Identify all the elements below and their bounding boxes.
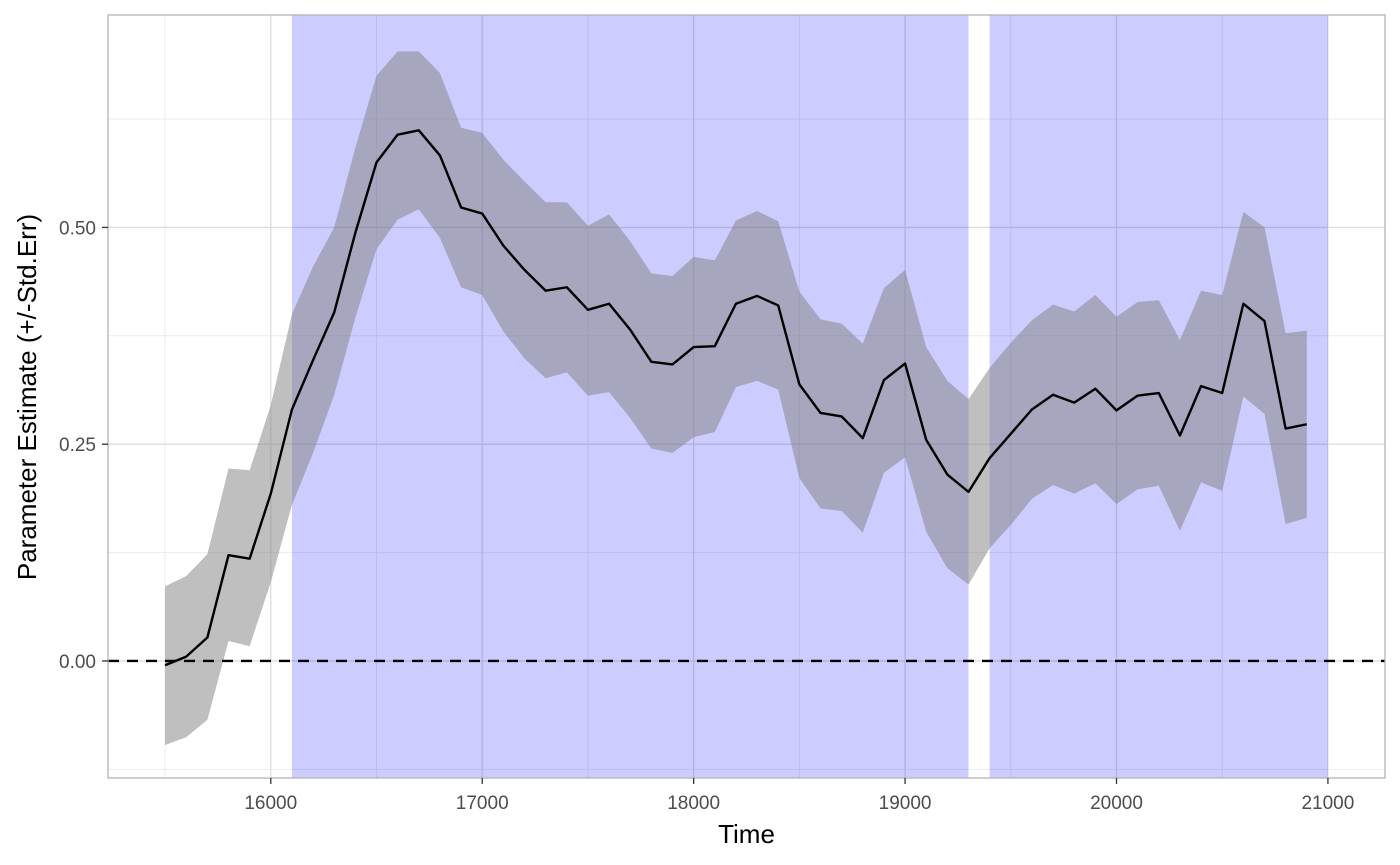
y-tick-label: 0.50 xyxy=(59,218,96,239)
y-axis-title: Parameter Estimate (+/-Std.Err) xyxy=(12,214,42,580)
std-err-ribbon xyxy=(165,51,1307,746)
x-tick-label: 19000 xyxy=(879,793,932,814)
plot-panel-border xyxy=(107,14,1386,779)
x-tick-label: 21000 xyxy=(1301,793,1354,814)
x-axis-title: Time xyxy=(718,819,775,849)
x-axis-ticks: 16000 17000 18000 19000 20000 21000 xyxy=(244,778,1354,814)
x-tick-label: 20000 xyxy=(1090,793,1143,814)
x-tick-label: 17000 xyxy=(456,793,509,814)
estimate-line xyxy=(164,129,1308,667)
y-tick-label: 0.25 xyxy=(59,435,96,456)
estimate-line-layer xyxy=(164,129,1308,667)
x-tick-label: 16000 xyxy=(244,793,297,814)
x-tick-label: 18000 xyxy=(667,793,720,814)
error-ribbon-layer xyxy=(165,51,1307,746)
y-axis-ticks: 0.00 0.25 0.50 xyxy=(59,218,108,673)
y-tick-label: 0.00 xyxy=(59,652,96,673)
